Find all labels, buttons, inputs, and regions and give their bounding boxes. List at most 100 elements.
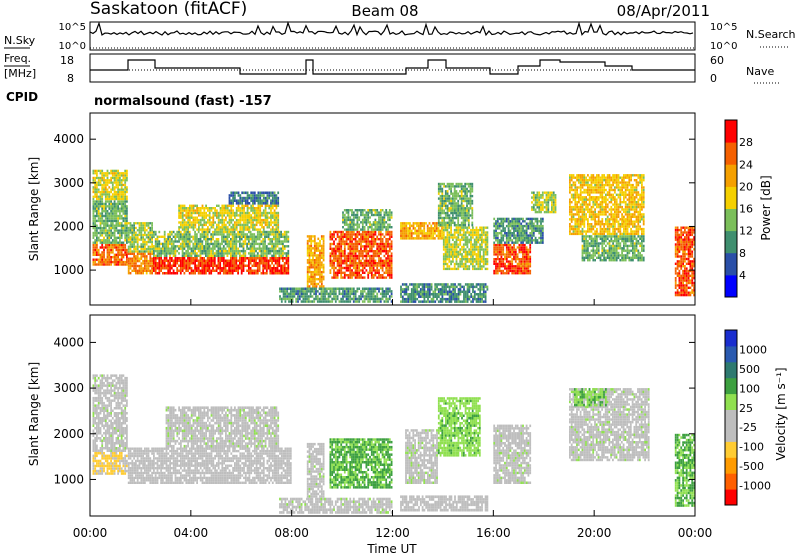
power-cell xyxy=(439,235,441,238)
power-cell xyxy=(427,298,429,301)
power-cell xyxy=(110,234,112,236)
power-cell xyxy=(265,214,267,216)
power-cell xyxy=(100,222,102,224)
power-cell xyxy=(457,263,459,265)
power-cell xyxy=(333,269,335,271)
power-cell xyxy=(308,298,310,301)
power-cell xyxy=(443,286,445,289)
power-cell xyxy=(433,298,435,301)
power-cell xyxy=(216,228,218,230)
power-cell xyxy=(182,224,184,226)
power-cell xyxy=(274,192,276,195)
power-cell xyxy=(411,288,413,291)
power-cell xyxy=(94,203,96,205)
power-cell xyxy=(440,288,442,291)
power-cell xyxy=(175,250,177,252)
power-cell xyxy=(126,217,128,219)
power-cell xyxy=(164,236,166,238)
power-cell xyxy=(449,219,451,221)
power-cell xyxy=(121,189,123,191)
power-cell xyxy=(391,231,393,233)
power-cell xyxy=(452,212,454,214)
power-cell xyxy=(229,194,231,197)
power-cell xyxy=(221,209,223,211)
power-cell xyxy=(243,207,245,209)
power-cell xyxy=(467,296,469,299)
power-cell xyxy=(375,298,377,301)
power-cell xyxy=(465,296,467,299)
power-cell xyxy=(346,236,348,238)
power-cell xyxy=(212,231,214,233)
power-cell xyxy=(310,290,312,293)
power-cell xyxy=(110,215,112,217)
power-cell xyxy=(323,242,325,244)
power-cell xyxy=(461,207,463,209)
power-cell xyxy=(223,267,225,270)
power-cell xyxy=(105,196,107,198)
power-cell xyxy=(450,229,452,231)
power-cell xyxy=(234,214,236,216)
power-cell xyxy=(465,243,467,245)
power-cell xyxy=(418,232,420,235)
power-cell xyxy=(450,217,452,219)
power-cell xyxy=(314,285,316,287)
power-cell xyxy=(481,296,483,299)
power-cell xyxy=(211,226,213,228)
power-cell xyxy=(148,248,150,250)
power-cell xyxy=(124,174,126,176)
power-cell xyxy=(137,236,139,238)
power-cell xyxy=(413,237,415,240)
power-cell xyxy=(269,240,271,242)
power-cell xyxy=(441,222,443,224)
power-cell xyxy=(203,238,205,240)
power-cell xyxy=(167,267,169,270)
power-cell xyxy=(273,233,275,235)
power-cell xyxy=(107,177,109,179)
power-cell xyxy=(124,210,126,212)
power-cell xyxy=(463,296,465,299)
power-cell xyxy=(335,288,337,291)
power-cell xyxy=(235,245,237,247)
power-cell xyxy=(335,293,337,296)
power-cell xyxy=(214,245,216,247)
power-cell xyxy=(436,227,438,230)
power-cell xyxy=(269,265,271,268)
power-cell xyxy=(93,227,95,229)
power-cell xyxy=(434,291,436,294)
power-cell xyxy=(275,272,277,275)
power-cell xyxy=(319,250,321,252)
power-cell xyxy=(321,261,323,263)
power-cell xyxy=(112,232,114,234)
power-cell xyxy=(191,257,193,260)
power-cell xyxy=(98,205,100,207)
power-cell xyxy=(203,221,205,223)
power-cell xyxy=(249,212,251,214)
power-cell xyxy=(438,232,440,235)
power-cell xyxy=(110,229,112,231)
power-cell xyxy=(445,263,447,265)
power-cell xyxy=(228,272,230,275)
power-cell xyxy=(119,182,121,184)
power-cell xyxy=(160,252,162,254)
power-cell xyxy=(460,286,462,289)
power-cell xyxy=(201,252,203,254)
power-cell xyxy=(194,209,196,211)
power-cell xyxy=(101,261,103,263)
power-cell xyxy=(245,228,247,230)
power-cell xyxy=(443,248,445,250)
power-cell xyxy=(98,198,100,200)
power-cell xyxy=(451,286,453,289)
power-cell xyxy=(292,293,294,296)
power-cell xyxy=(400,232,402,235)
power-cell xyxy=(244,252,246,254)
power-cell xyxy=(96,200,98,202)
power-cell xyxy=(130,232,132,234)
power-cell xyxy=(126,249,128,251)
power-cell xyxy=(295,290,297,293)
power-cell xyxy=(471,212,473,214)
power-cell xyxy=(470,214,472,216)
power-cell xyxy=(270,212,272,214)
power-cell xyxy=(218,226,220,228)
power-cell xyxy=(264,240,266,242)
